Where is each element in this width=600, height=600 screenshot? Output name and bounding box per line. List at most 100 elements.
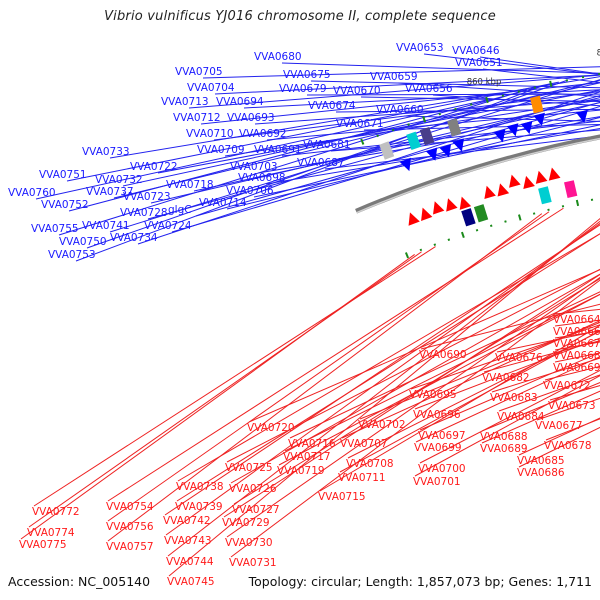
forward-gene-label[interactable]: VVA0674 <box>308 100 356 112</box>
reverse-gene-label[interactable]: VVA0720 <box>247 422 295 434</box>
reverse-gene-label[interactable]: VVA0686 <box>517 467 565 479</box>
forward-gene-label[interactable]: VVA0646 <box>452 45 500 57</box>
forward-gene-label[interactable]: VVA0706 <box>226 185 274 197</box>
forward-gene-label[interactable]: VVA0680 <box>254 51 302 63</box>
reverse-gene-arrow[interactable] <box>442 196 458 212</box>
forward-gene-arrow[interactable] <box>506 123 522 138</box>
reverse-gene-label[interactable]: VVA0738 <box>176 481 224 493</box>
forward-gene-label[interactable]: VVA0698 <box>238 172 286 184</box>
forward-gene-label[interactable]: VVA0703 <box>230 161 278 173</box>
forward-gene-label[interactable]: VVA0741 <box>82 220 130 232</box>
forward-gene-label[interactable]: VVA0691 <box>254 144 302 156</box>
reverse-gene-label[interactable]: VVA0696 <box>413 409 461 421</box>
forward-gene-label[interactable]: VVA0760 <box>8 187 56 199</box>
forward-gene-label[interactable]: VVA0709 <box>197 144 245 156</box>
forward-gene-label[interactable]: VVA0660 <box>376 104 424 116</box>
reverse-gene-label[interactable]: VVA0730 <box>225 537 273 549</box>
forward-gene-label[interactable]: VVA0659 <box>370 71 418 83</box>
reverse-gene-label[interactable]: VVA0669 <box>553 362 600 374</box>
reverse-gene-label[interactable]: VVA0744 <box>166 556 214 568</box>
forward-gene-label[interactable]: VVA0693 <box>227 112 275 124</box>
reverse-gene-label[interactable]: VVA0664 <box>553 314 600 326</box>
reverse-gene-label[interactable]: VVA0701 <box>413 476 461 488</box>
forward-gene-label[interactable]: VVA0755 <box>31 223 79 235</box>
reverse-gene-arrow[interactable] <box>481 184 496 200</box>
reverse-gene-label[interactable]: VVA0775 <box>19 539 67 551</box>
reverse-gene-label[interactable]: VVA0677 <box>535 420 583 432</box>
reverse-gene-label[interactable]: VVA0688 <box>480 431 528 443</box>
reverse-gene-label[interactable]: VVA0672 <box>543 380 591 392</box>
forward-gene-label[interactable]: VVA0712 <box>173 112 221 124</box>
reverse-feature-box[interactable] <box>564 180 578 199</box>
reverse-gene-label[interactable]: VVA0716 <box>288 438 336 450</box>
reverse-gene-label[interactable]: VVA0690 <box>419 349 467 361</box>
forward-gene-arrow[interactable] <box>399 157 415 173</box>
forward-gene-label[interactable]: VVA0737 <box>86 186 134 198</box>
forward-gene-label[interactable]: VVA0734 <box>110 232 158 244</box>
forward-gene-label[interactable]: VVA0710 <box>186 128 234 140</box>
reverse-gene-label[interactable]: VVA0673 <box>548 400 596 412</box>
forward-gene-label[interactable]: VVA0694 <box>216 96 264 108</box>
reverse-gene-label[interactable]: VVA0708 <box>346 458 394 470</box>
reverse-gene-label[interactable]: VVA0731 <box>229 557 277 569</box>
reverse-gene-label[interactable]: VVA0697 <box>418 430 466 442</box>
reverse-gene-label[interactable]: VVA0725 <box>225 462 273 474</box>
reverse-gene-label[interactable]: VVA0702 <box>358 419 406 431</box>
forward-gene-label[interactable]: VVA0692 <box>239 128 287 140</box>
reverse-gene-label[interactable]: VVA0668 <box>553 350 600 362</box>
reverse-gene-label[interactable]: VVA0742 <box>163 515 211 527</box>
forward-gene-label[interactable]: glgC <box>168 204 192 216</box>
reverse-gene-label[interactable]: VVA0707 <box>340 438 388 450</box>
reverse-gene-label[interactable]: VVA0685 <box>517 455 565 467</box>
reverse-gene-label[interactable]: VVA0739 <box>175 501 223 513</box>
reverse-gene-label[interactable]: VVA0743 <box>164 535 212 547</box>
forward-gene-label[interactable]: VVA0653 <box>396 42 444 54</box>
forward-gene-arrow[interactable] <box>533 112 547 127</box>
forward-feature-box[interactable] <box>406 131 421 151</box>
reverse-gene-label[interactable]: VVA0676 <box>495 352 543 364</box>
reverse-gene-label[interactable]: VVA0774 <box>27 527 75 539</box>
forward-gene-arrow[interactable] <box>520 121 536 136</box>
reverse-gene-label[interactable]: VVA0754 <box>106 501 154 513</box>
reverse-gene-label[interactable]: VVA0719 <box>277 465 325 477</box>
reverse-gene-arrow[interactable] <box>546 166 561 181</box>
forward-gene-label[interactable]: VVA0713 <box>161 96 209 108</box>
reverse-gene-label[interactable]: VVA0678 <box>544 440 592 452</box>
forward-gene-label[interactable]: VVA0675 <box>283 69 331 81</box>
reverse-gene-label[interactable]: VVA0727 <box>232 504 280 516</box>
forward-gene-arrow[interactable] <box>576 110 590 124</box>
reverse-gene-label[interactable]: VVA0772 <box>32 506 80 518</box>
forward-gene-arrow[interactable] <box>452 138 468 154</box>
forward-gene-label[interactable]: VVA0704 <box>187 82 235 94</box>
forward-feature-box[interactable] <box>379 141 395 160</box>
reverse-gene-label[interactable]: VVA0757 <box>106 541 154 553</box>
reverse-gene-label[interactable]: VVA0683 <box>490 392 538 404</box>
reverse-feature-box[interactable] <box>538 186 552 205</box>
forward-gene-label[interactable]: VVA0687 <box>297 157 345 169</box>
reverse-gene-arrow[interactable] <box>456 195 472 210</box>
reverse-gene-label[interactable]: VVA0689 <box>480 443 528 455</box>
forward-gene-arrow[interactable] <box>493 129 509 144</box>
forward-feature-box[interactable] <box>419 126 435 146</box>
reverse-gene-label[interactable]: VVA0756 <box>106 521 154 533</box>
forward-gene-label[interactable]: VVA0671 <box>336 118 384 130</box>
reverse-gene-label[interactable]: VVA0729 <box>222 517 270 529</box>
reverse-gene-label[interactable]: VVA0666 <box>553 326 600 338</box>
forward-gene-label[interactable]: VVA0732 <box>95 174 143 186</box>
forward-gene-label[interactable]: VVA0750 <box>59 236 107 248</box>
forward-gene-label[interactable]: VVA0714 <box>199 197 247 209</box>
reverse-gene-label[interactable]: VVA0700 <box>418 463 466 475</box>
reverse-gene-arrow[interactable] <box>404 210 420 226</box>
forward-gene-label[interactable]: VVA0723 <box>123 191 171 203</box>
forward-gene-label[interactable]: VVA0724 <box>144 220 192 232</box>
forward-gene-arrow[interactable] <box>425 147 441 162</box>
reverse-gene-label[interactable]: VVA0699 <box>414 442 462 454</box>
reverse-gene-label[interactable]: VVA0695 <box>409 389 457 401</box>
forward-gene-label[interactable]: VVA0705 <box>175 66 223 78</box>
forward-gene-arrow[interactable] <box>439 144 455 159</box>
forward-gene-label[interactable]: VVA0656 <box>405 83 453 95</box>
forward-gene-label[interactable]: VVA0753 <box>48 249 96 261</box>
reverse-gene-label[interactable]: VVA0717 <box>283 451 331 463</box>
reverse-feature-box[interactable] <box>461 208 476 227</box>
reverse-gene-arrow[interactable] <box>429 199 445 215</box>
